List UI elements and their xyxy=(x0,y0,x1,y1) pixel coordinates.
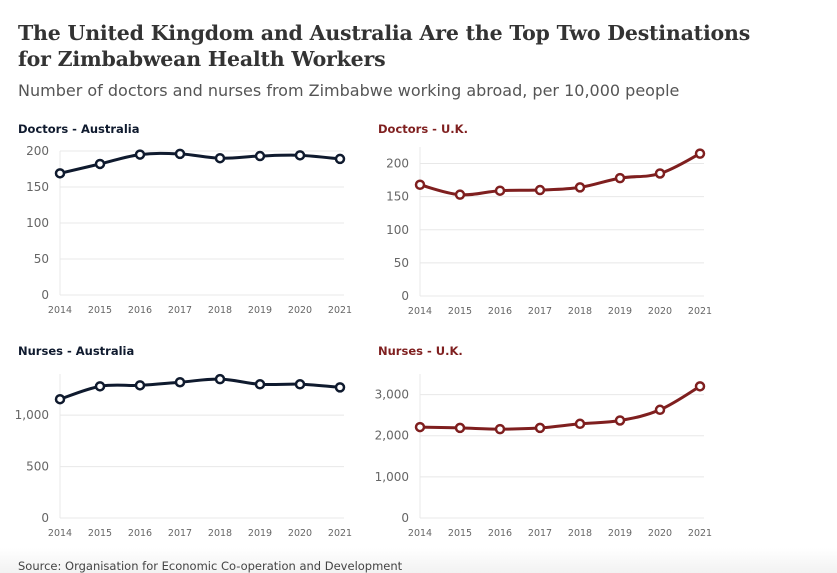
panel-title-nurses-uk: Nurses - U.K. xyxy=(378,344,463,358)
data-point-2014 xyxy=(54,168,66,179)
data-point-2014 xyxy=(414,421,426,433)
y-tick-label: 0 xyxy=(401,289,409,303)
x-tick-label: 2015 xyxy=(88,305,112,316)
x-tick-label: 2017 xyxy=(528,528,552,539)
x-tick-label: 2021 xyxy=(688,306,712,317)
panel-title-doctors-uk: Doctors - U.K. xyxy=(378,122,468,136)
data-point-2021 xyxy=(334,382,346,393)
data-point-2018 xyxy=(574,418,586,430)
chart-title-line-1: The United Kingdom and Australia Are the… xyxy=(18,21,751,45)
x-tick-label: 2019 xyxy=(608,306,632,317)
y-tick-label: 3,000 xyxy=(375,388,409,402)
y-tick-label: 0 xyxy=(401,511,409,525)
data-point-2019 xyxy=(614,415,626,426)
x-tick-label: 2014 xyxy=(408,306,432,317)
data-point-2014 xyxy=(54,393,66,405)
source-note: Source: Organisation for Economic Co-ope… xyxy=(18,559,403,573)
x-tick-label: 2021 xyxy=(328,528,352,539)
chart-title: The United Kingdom and Australia Are the… xyxy=(18,20,778,72)
x-tick-label: 2021 xyxy=(328,305,352,316)
y-tick-label: 200 xyxy=(26,144,49,158)
x-tick-label: 2021 xyxy=(688,528,712,539)
x-tick-label: 2015 xyxy=(448,306,472,317)
x-tick-label: 2014 xyxy=(48,305,72,316)
data-point-2015 xyxy=(94,158,106,170)
x-tick-label: 2016 xyxy=(128,305,152,316)
panel-nurses-u-k-: 0 1,000 2,000 3,000 2014 2015 2016 2017 2018 2019… xyxy=(375,374,712,539)
y-tick-label: 0 xyxy=(41,288,49,302)
x-tick-label: 2020 xyxy=(648,528,672,539)
x-tick-label: 2018 xyxy=(208,528,232,539)
data-point-2019 xyxy=(254,379,266,390)
panel-doctors-australia: 0 50 100 150 200 2014 2015 2016 2017 2018 2019 2020… xyxy=(26,144,352,316)
x-tick-label: 2015 xyxy=(448,528,472,539)
data-point-2015 xyxy=(454,189,466,200)
x-tick-label: 2017 xyxy=(168,528,192,539)
x-tick-label: 2016 xyxy=(128,528,152,539)
x-tick-label: 2020 xyxy=(648,306,672,317)
panel-nurses-australia: 0 500 1,000 2014 2015 2016 2017 2018 2019 2020 202… xyxy=(15,373,352,539)
y-tick-label: 50 xyxy=(34,252,49,266)
data-point-2017 xyxy=(534,422,546,434)
x-tick-label: 2018 xyxy=(568,528,592,539)
y-tick-label: 100 xyxy=(26,216,49,230)
y-tick-label: 150 xyxy=(386,190,409,204)
y-tick-label: 200 xyxy=(386,157,409,171)
chart-subtitle: Number of doctors and nurses from Zimbab… xyxy=(18,81,680,100)
y-tick-label: 0 xyxy=(41,511,49,525)
x-tick-label: 2014 xyxy=(48,528,72,539)
data-point-2016 xyxy=(494,423,506,435)
data-point-2017 xyxy=(534,184,546,196)
x-tick-label: 2020 xyxy=(288,305,312,316)
data-point-2021 xyxy=(694,148,706,159)
data-point-2016 xyxy=(134,380,146,391)
x-tick-label: 2016 xyxy=(488,306,512,317)
x-tick-label: 2020 xyxy=(288,528,312,539)
x-tick-label: 2019 xyxy=(248,305,272,316)
data-point-2015 xyxy=(94,381,106,392)
x-tick-label: 2019 xyxy=(248,528,272,539)
data-point-2017 xyxy=(174,148,186,160)
data-point-2020 xyxy=(654,168,666,179)
x-tick-label: 2018 xyxy=(568,306,592,317)
x-tick-label: 2014 xyxy=(408,528,432,539)
data-point-2020 xyxy=(294,379,306,390)
data-point-2018 xyxy=(214,152,226,164)
data-point-2016 xyxy=(494,185,506,196)
data-point-2019 xyxy=(254,150,266,162)
data-point-2021 xyxy=(694,381,706,392)
data-point-2020 xyxy=(654,404,666,416)
x-tick-label: 2017 xyxy=(528,306,552,317)
chart-title-line-2: for Zimbabwean Health Workers xyxy=(18,47,386,71)
y-tick-label: 2,000 xyxy=(375,429,409,443)
data-point-2018 xyxy=(574,182,586,193)
panel-doctors-u-k-: 0 50 100 150 200 2014 2015 2016 2017 2018 2019 2020… xyxy=(386,147,712,317)
data-point-2014 xyxy=(414,179,426,190)
x-tick-label: 2015 xyxy=(88,528,112,539)
panel-title-doctors-australia: Doctors - Australia xyxy=(18,122,140,136)
data-point-2015 xyxy=(454,422,466,434)
x-tick-label: 2019 xyxy=(608,528,632,539)
x-tick-label: 2018 xyxy=(208,305,232,316)
data-point-2019 xyxy=(614,172,626,184)
footer-bar xyxy=(0,548,837,573)
data-point-2020 xyxy=(294,150,306,161)
data-point-2017 xyxy=(174,376,186,388)
data-point-2016 xyxy=(134,149,146,160)
data-point-2021 xyxy=(334,153,346,165)
panel-title-nurses-australia: Nurses - Australia xyxy=(18,344,135,358)
y-tick-label: 150 xyxy=(26,180,49,194)
y-tick-label: 1,000 xyxy=(375,470,409,484)
data-point-2018 xyxy=(214,373,226,385)
y-tick-label: 500 xyxy=(26,460,49,474)
y-tick-label: 100 xyxy=(386,223,409,237)
x-tick-label: 2017 xyxy=(168,305,192,316)
x-tick-label: 2016 xyxy=(488,528,512,539)
y-tick-label: 50 xyxy=(394,256,409,270)
y-tick-label: 1,000 xyxy=(15,408,49,422)
